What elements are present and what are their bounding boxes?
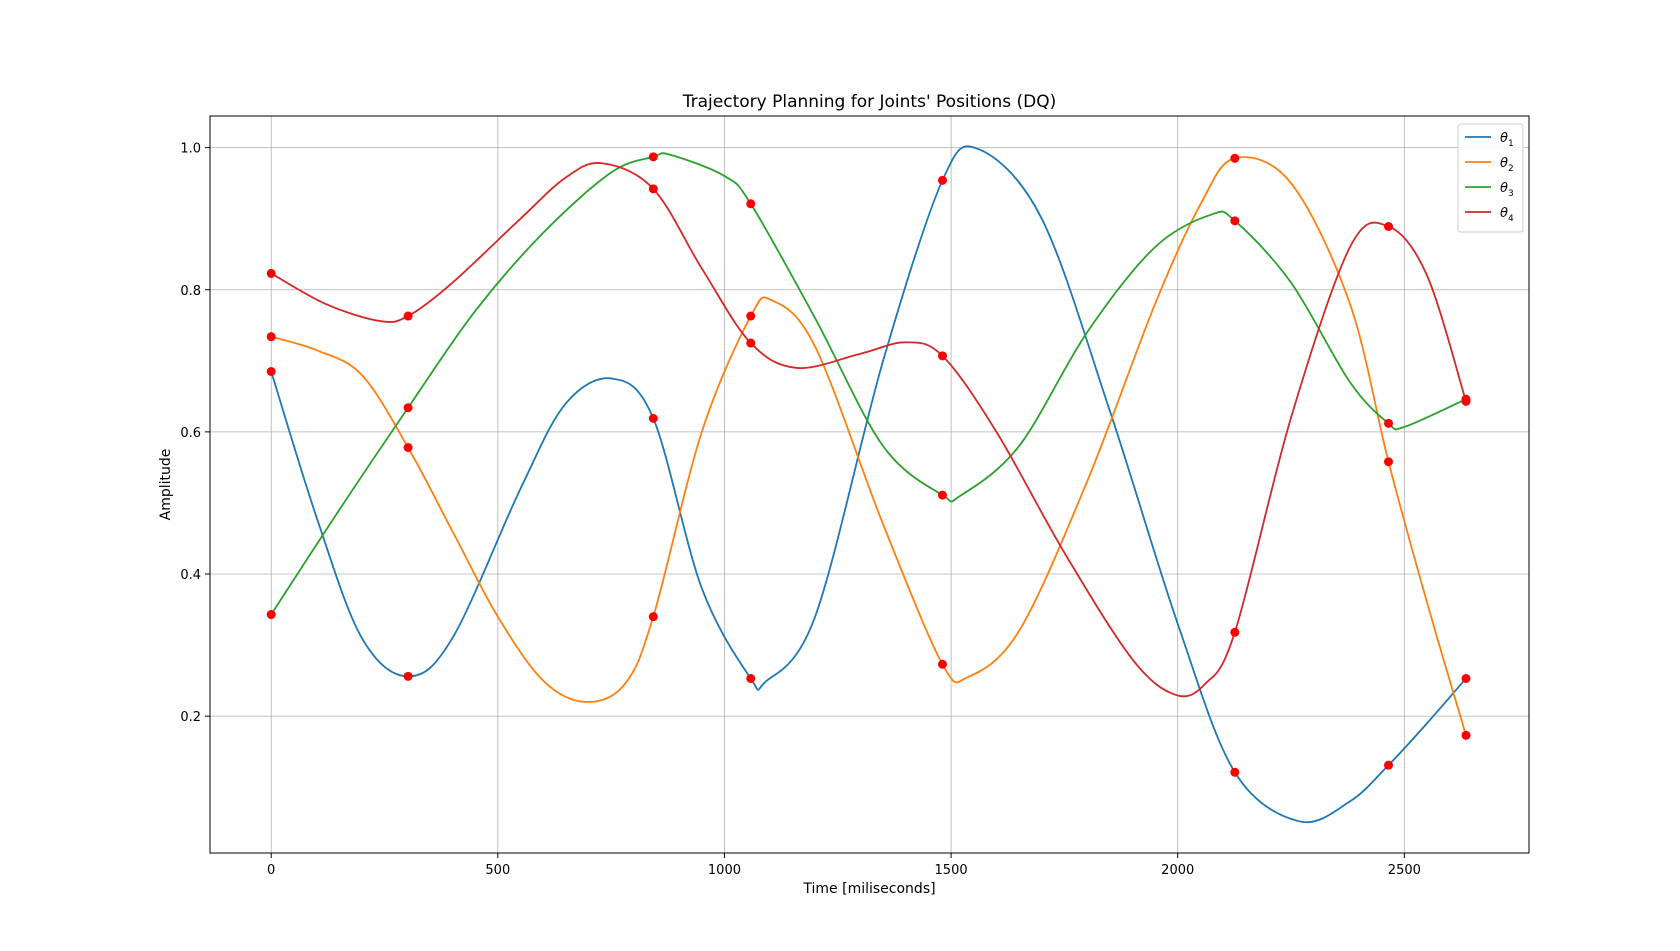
waypoint-theta1 — [648, 413, 658, 423]
waypoint-theta4 — [937, 351, 947, 361]
x-tick-label: 2500 — [1388, 863, 1421, 878]
waypoint-theta2 — [746, 311, 756, 321]
waypoint-theta3 — [937, 490, 947, 500]
legend-box — [1457, 123, 1524, 233]
waypoint-theta4 — [1461, 396, 1471, 406]
waypoint-theta4 — [1230, 627, 1240, 637]
y-tick-label: 1.0 — [180, 142, 201, 157]
waypoint-theta4 — [1383, 222, 1393, 232]
x-axis-label: Time [miliseconds] — [802, 881, 935, 897]
legend-subscript: 1 — [1508, 139, 1514, 149]
waypoint-theta4 — [266, 268, 276, 278]
legend-subscript: 3 — [1508, 189, 1514, 199]
waypoint-markers — [266, 152, 1471, 777]
waypoint-theta1 — [403, 671, 413, 681]
waypoint-theta2 — [937, 659, 947, 669]
waypoint-theta1 — [1383, 760, 1393, 770]
axis-ticks: 0 500 1000 1500 2000 2500 0.2 0.4 0.6 0.8 1.0 — [180, 142, 1421, 878]
waypoint-theta1 — [937, 175, 947, 185]
plot-area-frame — [209, 115, 1530, 854]
waypoint-theta3 — [266, 610, 276, 620]
x-tick-label: 0 — [267, 863, 275, 878]
waypoint-theta3 — [403, 403, 413, 413]
series-line-theta3 — [270, 152, 1467, 616]
legend-subscript: 4 — [1508, 214, 1514, 224]
waypoint-theta2 — [1461, 730, 1471, 740]
x-tick-label: 2000 — [1161, 863, 1194, 878]
waypoint-theta2 — [1230, 153, 1240, 163]
waypoint-theta3 — [1230, 216, 1240, 226]
waypoint-theta1 — [1230, 767, 1240, 777]
grid-lines — [210, 116, 1529, 853]
waypoint-theta4 — [403, 311, 413, 321]
waypoint-theta1 — [746, 673, 756, 683]
waypoint-theta4 — [746, 338, 756, 348]
waypoint-theta2 — [1383, 457, 1393, 467]
x-tick-label: 1500 — [935, 863, 968, 878]
x-tick-label: 500 — [485, 863, 510, 878]
y-axis-label: Amplitude — [158, 449, 174, 521]
waypoint-theta3 — [1383, 418, 1393, 428]
waypoint-theta3 — [648, 152, 658, 162]
waypoint-theta2 — [266, 332, 276, 342]
x-tick-label: 1000 — [708, 863, 741, 878]
waypoint-theta3 — [746, 199, 756, 209]
waypoint-theta1 — [1461, 673, 1471, 683]
y-tick-label: 0.6 — [180, 426, 201, 441]
chart-title: Trajectory Planning for Joints' Position… — [682, 92, 1056, 112]
y-tick-label: 0.4 — [180, 568, 201, 583]
y-tick-label: 0.2 — [180, 710, 201, 725]
y-tick-label: 0.8 — [180, 284, 201, 299]
series-lines — [270, 145, 1467, 824]
series-line-theta2 — [270, 156, 1467, 736]
waypoint-theta4 — [648, 184, 658, 194]
waypoint-theta2 — [648, 612, 658, 622]
waypoint-theta2 — [403, 443, 413, 453]
waypoint-theta1 — [266, 366, 276, 376]
series-line-theta4 — [270, 162, 1467, 698]
legend-subscript: 2 — [1508, 164, 1514, 174]
